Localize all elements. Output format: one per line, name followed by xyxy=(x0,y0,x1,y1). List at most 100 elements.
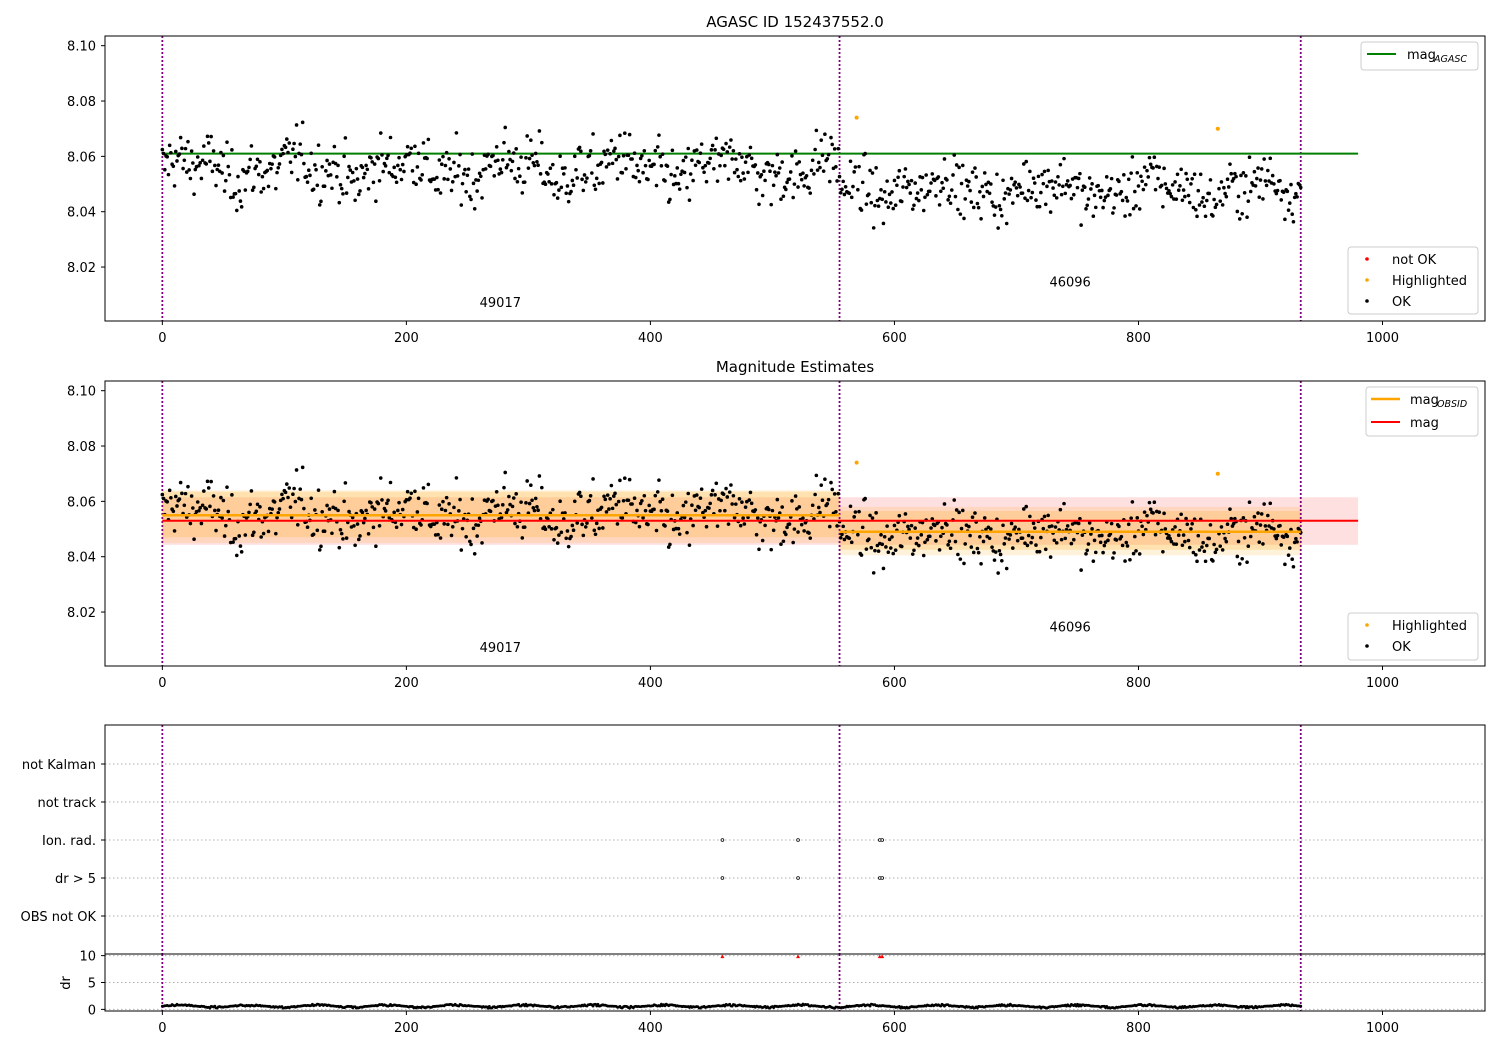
panel2-ok-point xyxy=(825,501,830,506)
panel2-ok-point xyxy=(258,505,262,509)
panel2-ok-point xyxy=(963,542,968,546)
panel2-ok-point xyxy=(1093,550,1098,555)
panel1-ok-point xyxy=(1042,169,1047,174)
panel2-ok-point xyxy=(655,490,660,494)
panel1-ok-point xyxy=(819,138,824,142)
panel2-ok-point xyxy=(727,490,732,494)
panel1-ok-point xyxy=(885,179,889,183)
panel2-ok-point xyxy=(171,509,176,514)
panel1-ok-point xyxy=(546,172,550,176)
panel1-ok-point xyxy=(198,161,202,165)
panel1-ok-point xyxy=(1143,182,1148,187)
panel1-ok-point xyxy=(873,203,877,208)
panel2-xtick-label: 0 xyxy=(158,676,166,691)
panel2-ok-point xyxy=(1179,512,1183,517)
panel2-ok-point xyxy=(996,571,1000,575)
panel1-ok-point xyxy=(1219,180,1224,184)
panel2-ok-point xyxy=(738,523,743,528)
panel1-ok-point xyxy=(1014,186,1019,190)
panel2-ok-point xyxy=(204,507,209,511)
panel2-ok-point xyxy=(652,507,656,512)
panel1-ok-point xyxy=(255,157,260,162)
panel2-ok-point xyxy=(1141,532,1146,537)
panel2-ytick-label: 8.04 xyxy=(67,551,96,566)
panel1-ok-point xyxy=(797,160,802,164)
panel1-ok-point xyxy=(676,181,681,186)
panel1-ok-point xyxy=(890,190,894,194)
panel2-ok-point xyxy=(997,548,1002,553)
panel2-ok-point xyxy=(287,486,292,490)
panel2-ok-point xyxy=(519,500,523,504)
panel1-ok-point xyxy=(288,160,293,164)
panel1-ok-point xyxy=(929,181,933,185)
panel1-ok-point xyxy=(780,160,784,164)
panel2-ok-point xyxy=(1237,562,1242,566)
panel1-ok-point xyxy=(919,188,924,192)
panel1-ok-point xyxy=(1152,155,1157,160)
panel2-ok-point xyxy=(285,482,289,486)
panel1-ok-point xyxy=(813,147,817,152)
panel2-ok-point xyxy=(1089,532,1093,536)
panel1-ok-point xyxy=(936,175,941,179)
panel2-ok-point xyxy=(502,485,506,490)
panel2-ok-point xyxy=(787,522,792,526)
panel1-ok-point xyxy=(1196,188,1201,193)
panel2-ok-point xyxy=(1076,521,1081,526)
panel2-ok-point xyxy=(425,501,429,506)
panel2-ok-point xyxy=(840,532,844,537)
panel1-ok-point xyxy=(857,164,861,169)
panel1-ok-point xyxy=(812,172,816,176)
panel1-ok-point xyxy=(199,176,204,181)
panel1-ok-point xyxy=(925,192,930,197)
panel2-ok-point xyxy=(793,494,798,498)
panel1-ok-point xyxy=(1298,185,1303,190)
panel2-ok-point xyxy=(818,510,822,515)
panel1-ok-point xyxy=(363,171,367,176)
panel1-ok-point xyxy=(1124,195,1129,200)
panel1-ok-point xyxy=(1100,188,1104,193)
panel1-ok-point xyxy=(398,167,403,172)
panel2-ok-point xyxy=(769,547,774,552)
panel2-ok-point xyxy=(677,532,682,536)
panel2-title: Magnitude Estimates xyxy=(716,358,874,376)
panel1-ok-point xyxy=(832,147,837,151)
panel2-ok-point xyxy=(426,482,431,487)
panel2-ok-point xyxy=(353,543,357,548)
panel1-ok-point xyxy=(738,178,743,183)
panel2-ok-point xyxy=(1241,515,1246,520)
panel2-ok-point xyxy=(454,476,459,480)
panel2-ok-point xyxy=(946,543,950,547)
panel2-ok-point xyxy=(247,510,251,515)
panel2-ok-point xyxy=(657,478,661,482)
panel1-ok-point xyxy=(699,142,704,146)
panel2-ok-point xyxy=(1114,538,1119,542)
panel2-ok-point xyxy=(533,496,538,501)
panel1-ok-point xyxy=(735,167,739,172)
panel1-ok-point xyxy=(636,168,641,173)
panel1-ok-point xyxy=(863,151,867,156)
panel1-ok-point xyxy=(1197,203,1202,207)
panel1-ok-point xyxy=(1063,191,1068,196)
panel1-ok-point xyxy=(347,164,351,169)
panel1-ok-point xyxy=(612,149,616,153)
panel1-ok-point xyxy=(213,163,217,168)
panel1-ok-point xyxy=(316,143,321,147)
panel2-ok-point xyxy=(903,512,908,516)
panel1-ok-point xyxy=(753,163,758,167)
panel4-ytick-label: 10 xyxy=(79,950,96,965)
panel1-ok-point xyxy=(1287,201,1292,205)
panel2-ok-point xyxy=(940,525,944,530)
panel2-ok-point xyxy=(507,494,511,499)
panel2-ok-point xyxy=(529,483,533,487)
panel1-ok-point xyxy=(607,162,611,166)
panel1-ok-point xyxy=(841,179,845,184)
panel2-ok-point xyxy=(211,494,216,498)
panel1-ok-point xyxy=(633,175,638,180)
panel3-flag-point xyxy=(880,838,885,842)
panel1-ok-point xyxy=(1275,188,1280,193)
panel1-ok-point xyxy=(449,188,454,193)
panel1-ok-point xyxy=(461,172,466,176)
panel2-ok-point xyxy=(613,491,617,496)
panel2-ok-point xyxy=(654,528,659,533)
panel1-ok-point xyxy=(784,187,788,192)
